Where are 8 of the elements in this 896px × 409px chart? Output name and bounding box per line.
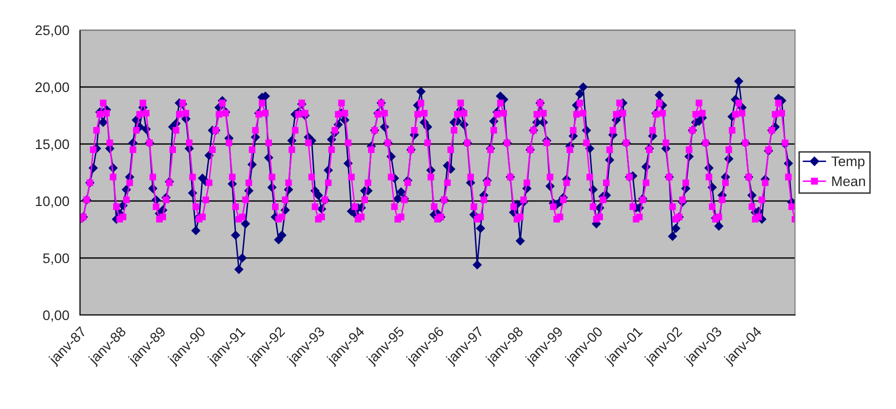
legend-label: Mean — [832, 176, 865, 186]
legend-label: Temp — [831, 156, 864, 170]
y-tick-label: 0,00 — [43, 310, 70, 322]
y-tick-label: 15,00 — [36, 139, 70, 151]
y-tick-label: 20,00 — [36, 82, 70, 94]
y-tick-label: 5,00 — [43, 253, 70, 265]
y-tick-label: 25,00 — [36, 25, 70, 37]
y-tick-label: 10,00 — [36, 196, 70, 208]
